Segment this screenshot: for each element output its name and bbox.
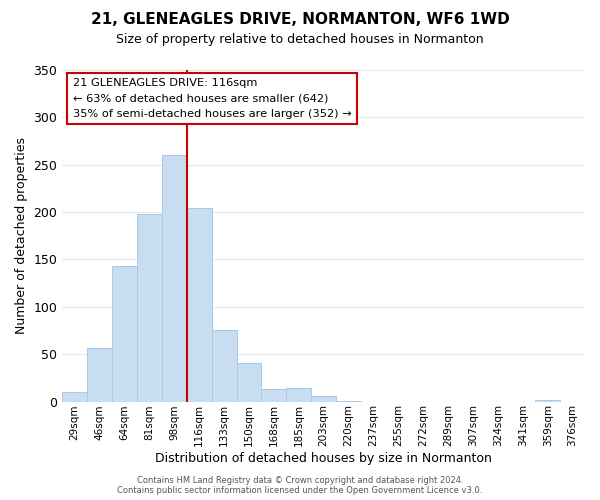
X-axis label: Distribution of detached houses by size in Normanton: Distribution of detached houses by size … — [155, 452, 492, 465]
Text: Contains HM Land Registry data © Crown copyright and database right 2024.
Contai: Contains HM Land Registry data © Crown c… — [118, 476, 482, 495]
Bar — [311, 396, 336, 402]
Bar — [336, 400, 361, 402]
Bar — [137, 214, 162, 402]
Bar — [112, 266, 137, 402]
Bar — [87, 348, 112, 402]
Bar — [162, 156, 187, 402]
Bar — [262, 389, 286, 402]
Text: 21, GLENEAGLES DRIVE, NORMANTON, WF6 1WD: 21, GLENEAGLES DRIVE, NORMANTON, WF6 1WD — [91, 12, 509, 28]
Text: Size of property relative to detached houses in Normanton: Size of property relative to detached ho… — [116, 32, 484, 46]
Y-axis label: Number of detached properties: Number of detached properties — [15, 138, 28, 334]
Bar — [62, 392, 87, 402]
Text: 21 GLENEAGLES DRIVE: 116sqm
← 63% of detached houses are smaller (642)
35% of se: 21 GLENEAGLES DRIVE: 116sqm ← 63% of det… — [73, 78, 352, 118]
Bar — [187, 208, 212, 402]
Bar — [212, 330, 236, 402]
Bar — [286, 388, 311, 402]
Bar — [535, 400, 560, 402]
Bar — [236, 362, 262, 402]
